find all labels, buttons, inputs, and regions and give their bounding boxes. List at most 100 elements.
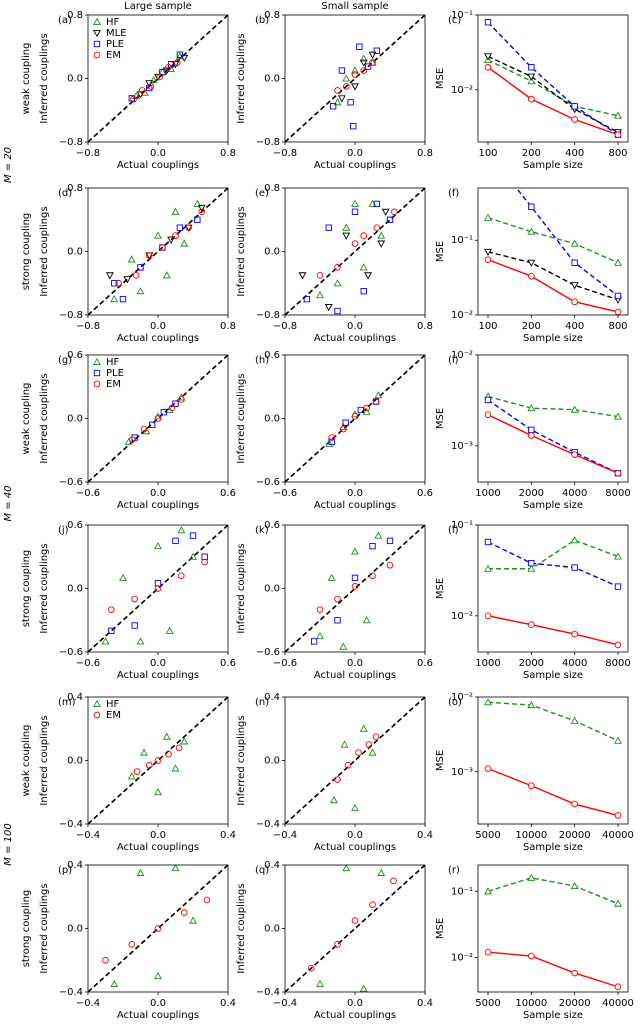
point: [528, 203, 535, 210]
point: [351, 413, 359, 420]
plot-area: [88, 188, 228, 315]
diagonal: [88, 188, 228, 315]
point: [328, 438, 335, 445]
y-tick-label: 0.0: [264, 247, 280, 258]
x-tick-label: 0.0: [150, 658, 166, 669]
point: [527, 873, 536, 881]
legend-label: PLE: [106, 39, 124, 50]
group-label: M = 40: [3, 485, 14, 521]
x-axis-label: Sample size: [523, 160, 583, 171]
point: [365, 741, 373, 748]
point: [146, 84, 153, 92]
point: [324, 304, 333, 312]
x-tick-label: 0.0: [347, 488, 363, 499]
x-tick-label: 0.8: [417, 148, 433, 159]
point: [189, 532, 197, 539]
point: [484, 411, 492, 419]
point: [337, 95, 346, 103]
point: [180, 54, 189, 62]
point: [339, 642, 348, 650]
point: [372, 733, 380, 741]
point: [101, 637, 110, 645]
point: [197, 204, 206, 212]
x-tick-label: 0.0: [347, 658, 363, 669]
y-tick-label: 10⁻²: [451, 85, 473, 96]
x-tick-label: 20000: [559, 830, 591, 841]
point: [350, 122, 357, 130]
panel-label: (b): [255, 15, 269, 26]
point: [351, 71, 359, 78]
point: [372, 398, 380, 405]
x-tick-label: 8000: [605, 488, 630, 499]
legend-label: HF: [106, 357, 120, 368]
legend-label: HF: [106, 17, 120, 28]
point: [325, 439, 334, 447]
point: [570, 881, 579, 890]
point: [203, 896, 211, 904]
x-tick-label: 0.6: [417, 488, 433, 499]
series-line: [487, 768, 619, 817]
point: [325, 224, 332, 231]
y-tick-label: 0.0: [67, 756, 83, 767]
point: [201, 553, 208, 560]
y-tick-label: 0.6: [264, 350, 280, 361]
point: [176, 51, 184, 58]
x-axis-label: Sample size: [523, 670, 583, 681]
x-tick-label: 10000: [515, 830, 547, 841]
x-tick-label: −0.4: [273, 830, 297, 841]
point: [172, 537, 179, 545]
point: [142, 427, 151, 435]
x-tick-label: 40000: [602, 998, 634, 1009]
point: [351, 66, 359, 74]
point: [377, 868, 386, 876]
point: [373, 224, 381, 232]
point: [154, 971, 162, 980]
plot-area: [285, 188, 425, 315]
point: [570, 282, 579, 290]
y-tick-label: 0.8: [67, 10, 83, 21]
point: [527, 73, 536, 81]
point: [364, 272, 373, 280]
y-axis-label: Inferred couplings: [39, 715, 50, 805]
point: [177, 526, 186, 534]
x-tick-label: 0.0: [150, 998, 166, 1009]
point: [131, 434, 138, 441]
point: [130, 95, 137, 103]
y-tick-label: 0.8: [264, 10, 280, 21]
panel-label: (a): [58, 15, 72, 26]
point: [102, 956, 109, 964]
row-label: weak coupling: [21, 383, 32, 455]
axes-frame: [284, 864, 426, 993]
point: [189, 552, 197, 560]
plot-area: [484, 188, 622, 315]
diagonal: [285, 15, 425, 142]
axes-frame: [284, 696, 426, 825]
axes-frame: [477, 864, 629, 993]
point: [614, 983, 622, 991]
point: [351, 583, 359, 590]
x-tick-label: 20000: [559, 998, 591, 1009]
point: [614, 641, 622, 649]
x-tick-label: −0.4: [76, 830, 100, 841]
x-tick-label: 0.6: [417, 658, 433, 669]
point: [484, 948, 492, 956]
point: [362, 616, 371, 624]
point: [307, 964, 315, 972]
panel-label: (l): [448, 525, 459, 536]
point: [154, 585, 162, 592]
panel-label: (q): [255, 865, 269, 876]
x-tick-label: −0.8: [76, 321, 100, 332]
point: [115, 279, 122, 287]
x-tick-label: 0.4: [220, 998, 236, 1009]
point: [180, 909, 188, 916]
point: [360, 67, 368, 74]
x-tick-label: 200: [522, 321, 541, 332]
point: [342, 223, 351, 231]
point: [165, 626, 174, 634]
point: [137, 264, 144, 271]
y-tick-label: −0.4: [256, 819, 280, 830]
x-tick-label: 4000: [562, 658, 587, 669]
y-tick-label: 0.0: [67, 924, 83, 935]
plot-area: [88, 355, 228, 482]
